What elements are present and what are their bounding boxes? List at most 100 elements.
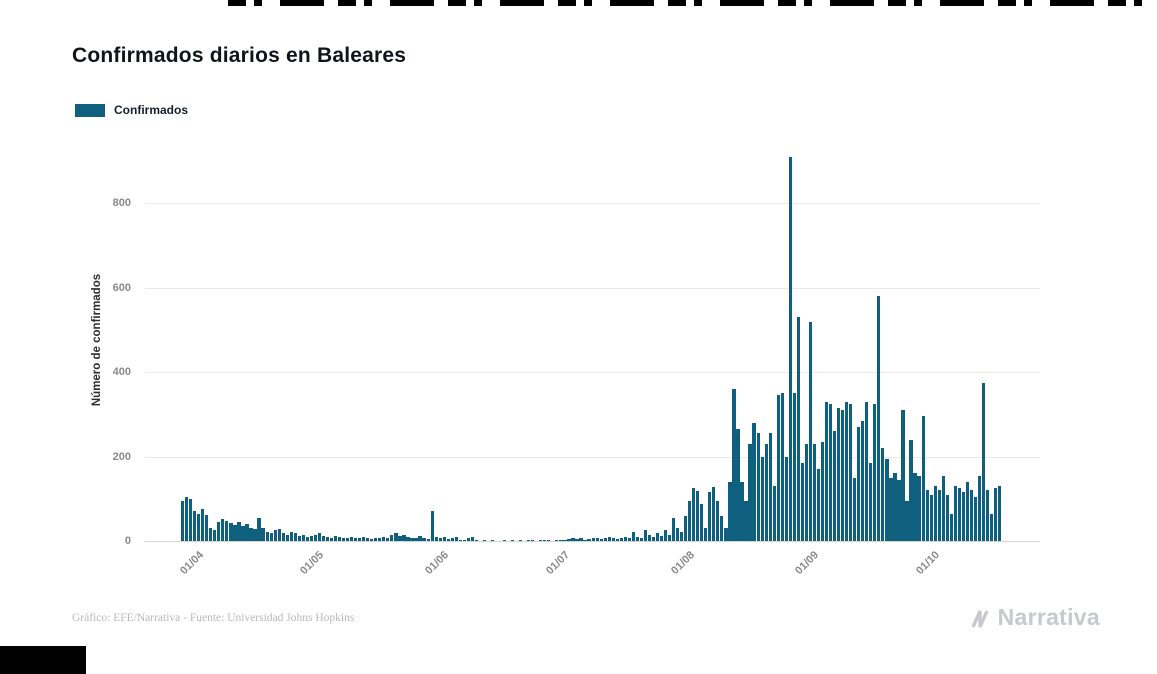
bar [490, 540, 495, 541]
bar [442, 536, 446, 541]
bar [309, 535, 313, 541]
bar [587, 538, 591, 541]
bar [744, 500, 748, 541]
bar [857, 427, 861, 541]
bar [953, 486, 957, 541]
bar [599, 539, 603, 541]
bar [865, 401, 869, 541]
bar [217, 522, 221, 541]
bar [889, 477, 893, 541]
x-tick-label: 01/09 [793, 549, 822, 577]
bar [993, 488, 998, 541]
bar [579, 538, 583, 541]
bar [849, 403, 853, 541]
bar [221, 519, 225, 541]
x-tick-label: 01/05 [298, 549, 327, 577]
bar [261, 528, 265, 541]
bar [269, 533, 273, 541]
bar [736, 429, 740, 541]
bar [382, 536, 386, 541]
bar [317, 533, 322, 541]
bar [881, 448, 885, 541]
bar [961, 492, 965, 541]
bar [804, 443, 809, 541]
bar [828, 403, 833, 541]
bar [708, 492, 712, 541]
gridline [145, 287, 1040, 289]
legend-label: Confirmados [114, 103, 189, 117]
bar [277, 529, 281, 541]
bar [321, 535, 326, 541]
bar [841, 410, 845, 541]
bar [213, 530, 217, 541]
bar [752, 422, 756, 541]
bar [788, 156, 792, 541]
bar [603, 537, 607, 541]
bar [692, 488, 696, 541]
gridline [145, 203, 1040, 205]
bar [201, 509, 205, 541]
bar [426, 538, 430, 541]
bar [724, 528, 728, 541]
bar [700, 503, 704, 541]
bar [531, 540, 535, 541]
bottom-left-artifact [0, 646, 86, 674]
bar [333, 535, 338, 541]
bar [470, 536, 474, 541]
bar [973, 496, 978, 541]
bar [346, 538, 350, 541]
y-axis-title: Número de confirmados [91, 273, 103, 407]
bar [245, 524, 249, 541]
bar [519, 540, 523, 541]
bar [402, 534, 406, 541]
bar [241, 526, 245, 541]
bar [873, 403, 877, 541]
bar [623, 536, 627, 541]
gridline [145, 541, 1040, 542]
narrativa-logo-icon [971, 609, 989, 628]
legend-item-confirmados[interactable]: Confirmados [75, 103, 188, 117]
bar [547, 539, 551, 541]
bar [386, 538, 390, 541]
bar [877, 296, 881, 541]
bar [341, 537, 346, 541]
gridline [145, 456, 1040, 458]
bar [635, 536, 639, 541]
bar [285, 534, 289, 541]
bar [643, 530, 648, 541]
bar [792, 393, 796, 541]
x-tick-label: 01/07 [543, 549, 572, 577]
x-tick-label: 01/10 [914, 549, 943, 577]
bar [418, 535, 422, 541]
bar [667, 534, 672, 541]
bar [921, 416, 925, 541]
bar [233, 524, 237, 541]
bar [406, 536, 410, 541]
plot-area: 0 200 400 600 800 01/04 01/05 01/06 01/07 01/08 01… [113, 140, 1040, 577]
bar [350, 536, 354, 541]
y-tick-label: 400 [112, 366, 131, 379]
bar [824, 401, 829, 541]
bar [893, 473, 897, 541]
bar [301, 534, 305, 541]
bar [760, 456, 764, 541]
bar [784, 456, 788, 541]
bar [185, 496, 189, 541]
bar [563, 539, 567, 541]
bar [181, 500, 185, 541]
bar [631, 531, 635, 541]
bar [659, 535, 664, 541]
bar [925, 490, 929, 541]
bar [965, 481, 969, 541]
bar [607, 536, 611, 541]
bar [985, 490, 990, 541]
bar [482, 539, 487, 541]
y-tick-label: 0 [124, 535, 131, 547]
bar [293, 533, 297, 541]
bar [430, 511, 434, 541]
bar [273, 530, 277, 541]
bar [450, 537, 454, 541]
bar [800, 462, 804, 541]
bar [933, 486, 937, 541]
bar [511, 539, 515, 541]
